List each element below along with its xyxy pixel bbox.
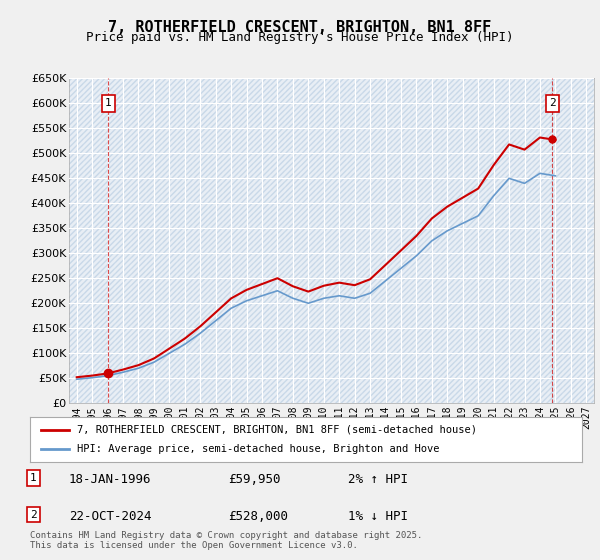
Text: £59,950: £59,950	[228, 473, 281, 486]
Text: 1: 1	[30, 473, 37, 483]
Text: 22-OCT-2024: 22-OCT-2024	[69, 510, 151, 522]
Text: HPI: Average price, semi-detached house, Brighton and Hove: HPI: Average price, semi-detached house,…	[77, 445, 439, 455]
Text: 2: 2	[30, 510, 37, 520]
Text: £528,000: £528,000	[228, 510, 288, 522]
Text: 18-JAN-1996: 18-JAN-1996	[69, 473, 151, 486]
Text: Contains HM Land Registry data © Crown copyright and database right 2025.
This d: Contains HM Land Registry data © Crown c…	[30, 530, 422, 550]
Text: 1% ↓ HPI: 1% ↓ HPI	[348, 510, 408, 522]
Text: 2: 2	[549, 99, 556, 109]
Text: 1: 1	[105, 99, 112, 109]
Text: 2% ↑ HPI: 2% ↑ HPI	[348, 473, 408, 486]
Text: Price paid vs. HM Land Registry's House Price Index (HPI): Price paid vs. HM Land Registry's House …	[86, 31, 514, 44]
Text: 7, ROTHERFIELD CRESCENT, BRIGHTON, BN1 8FF (semi-detached house): 7, ROTHERFIELD CRESCENT, BRIGHTON, BN1 8…	[77, 424, 477, 435]
Text: 7, ROTHERFIELD CRESCENT, BRIGHTON, BN1 8FF: 7, ROTHERFIELD CRESCENT, BRIGHTON, BN1 8…	[109, 20, 491, 35]
